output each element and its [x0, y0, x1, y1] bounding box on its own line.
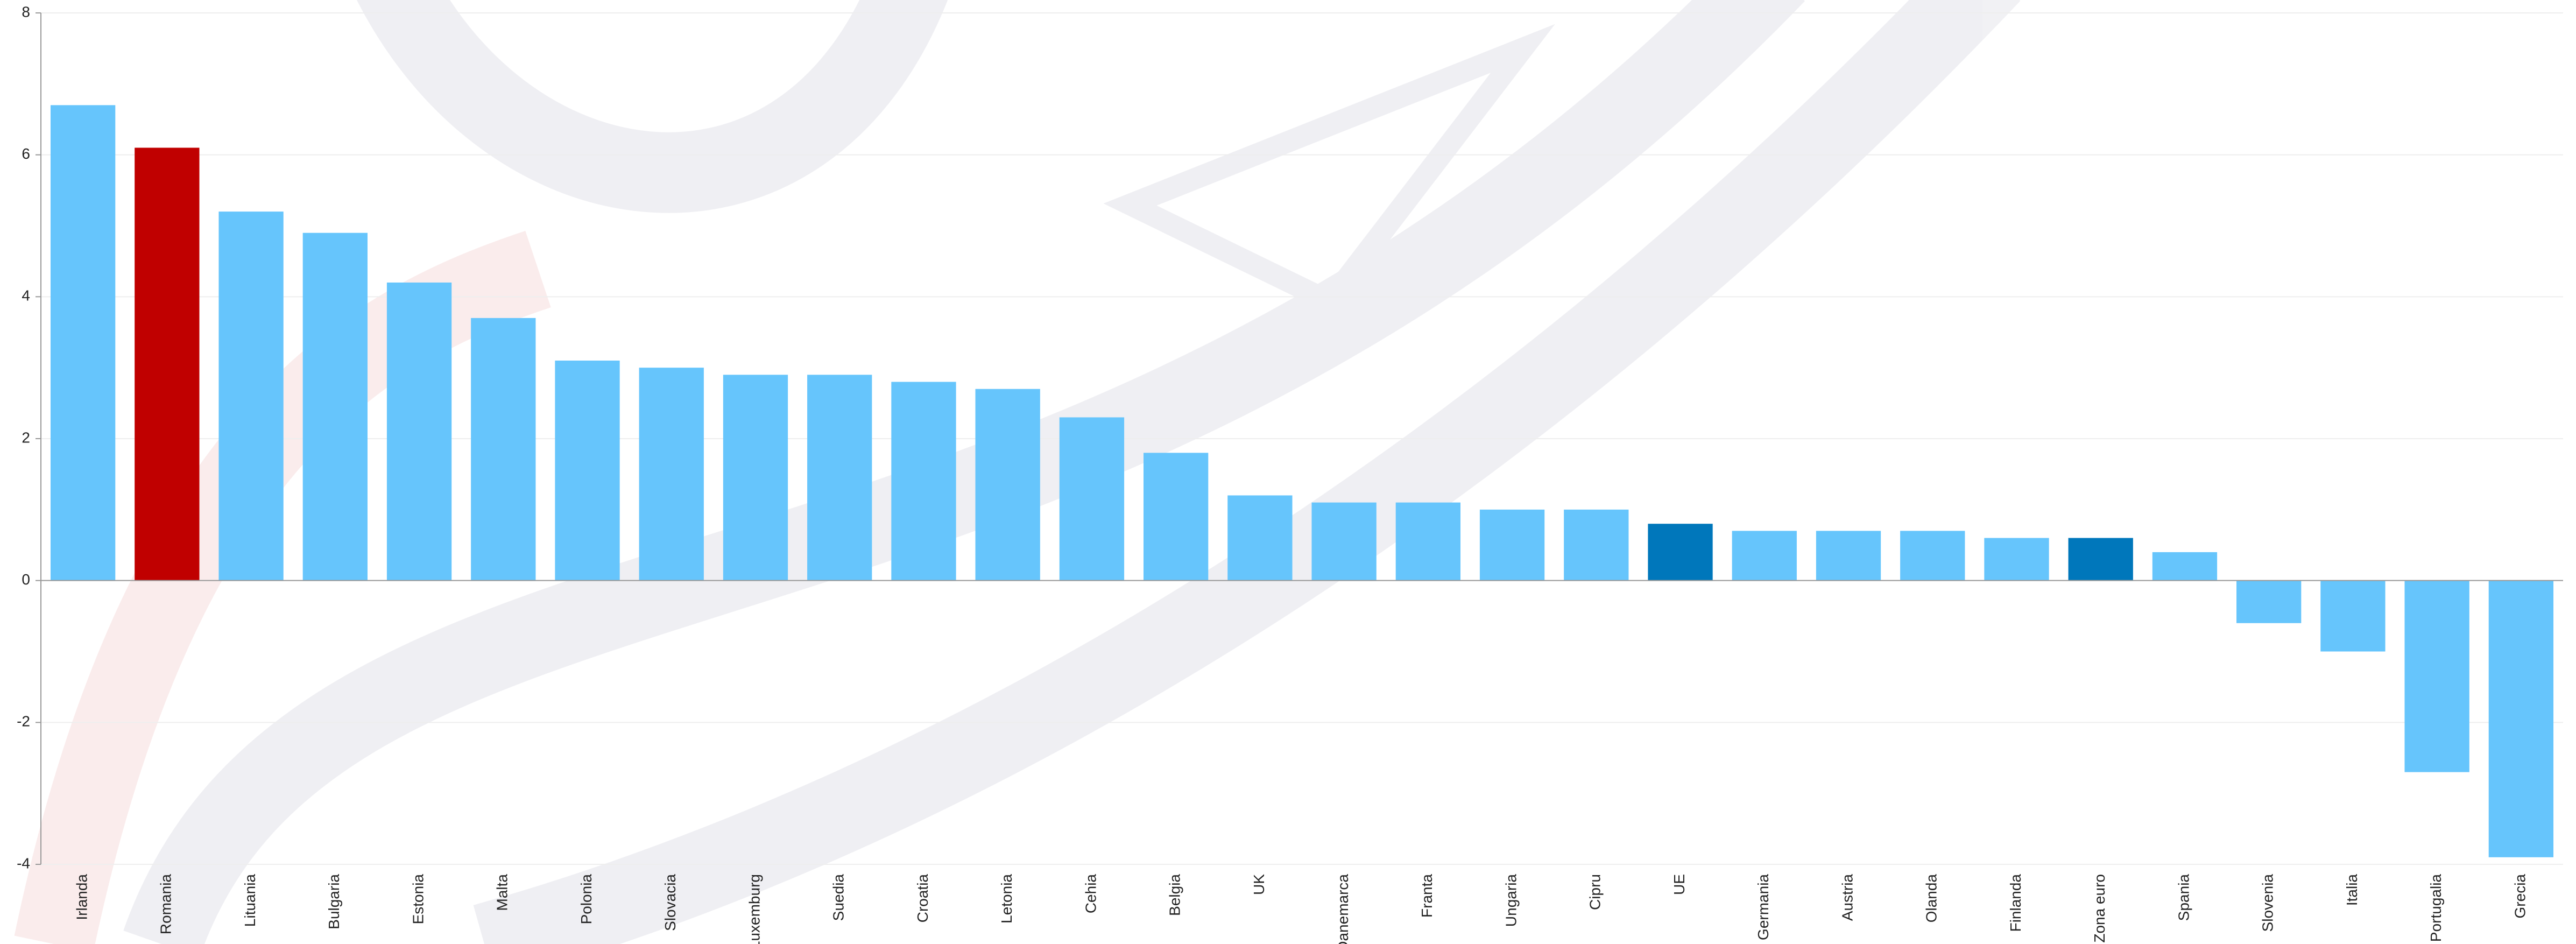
bar [723, 375, 788, 581]
bar [1144, 453, 1209, 581]
x-tick-label: Croatia [914, 874, 931, 923]
y-tick-label: 8 [22, 3, 30, 20]
x-tick-label: Romania [158, 874, 174, 934]
x-tick-label: Irlanda [74, 874, 90, 920]
bar [1395, 502, 1460, 581]
bar [1816, 531, 1881, 581]
x-tick-label: Finlanda [2007, 874, 2024, 932]
x-tick-label: Polonia [578, 874, 595, 925]
x-tick-label: Austria [1839, 874, 1855, 921]
bar [1900, 531, 1965, 581]
y-tick-label: 0 [22, 571, 30, 588]
x-tick-label: Lituania [242, 874, 258, 927]
bar [2320, 580, 2386, 652]
bar [2152, 552, 2218, 581]
x-tick-label: Grecia [2511, 874, 2528, 919]
bar [2236, 580, 2302, 623]
bar [975, 389, 1040, 581]
bar [1984, 538, 2049, 581]
bar [807, 375, 872, 581]
bar [302, 233, 368, 581]
x-tick-label: Portugalia [2427, 874, 2444, 942]
y-tick-label: -2 [17, 713, 30, 730]
bar [2488, 580, 2554, 857]
x-tick-label: UE [1671, 874, 1688, 895]
x-tick-label: Suedia [830, 874, 847, 921]
x-tick-label: Olanda [1923, 874, 1940, 923]
bar [50, 105, 116, 581]
x-tick-label: Franta [1418, 874, 1435, 918]
y-tick-label: 4 [22, 287, 30, 304]
bar [2068, 538, 2133, 581]
x-tick-label: UK [1251, 874, 1267, 895]
y-tick-label: -4 [17, 855, 30, 871]
bar [1564, 509, 1629, 581]
bar [386, 282, 452, 581]
bar [891, 382, 956, 581]
y-tick-label: 2 [22, 429, 30, 446]
x-tick-label: Spania [2175, 874, 2192, 921]
bar [1311, 502, 1377, 581]
x-tick-label: Belgia [1167, 874, 1183, 916]
x-tick-label: Slovacia [662, 874, 679, 931]
x-tick-label: Cehia [1082, 874, 1099, 914]
bar [218, 212, 284, 581]
x-tick-label: Germania [1755, 874, 1772, 940]
x-tick-label: Letonia [998, 874, 1015, 924]
bar [1059, 417, 1125, 581]
bar [639, 368, 704, 581]
bar [1732, 531, 1797, 581]
bar [135, 147, 200, 581]
y-tick-label: 6 [22, 145, 30, 162]
bar [555, 360, 620, 581]
bar [471, 318, 536, 581]
x-tick-label: Cipru [1587, 874, 1604, 910]
x-tick-label: Zona euro [2091, 874, 2108, 943]
x-tick-label: Bulgaria [326, 874, 342, 929]
x-tick-label: Malta [494, 874, 511, 911]
bar [2404, 580, 2469, 772]
x-tick-label: Ungaria [1502, 874, 1519, 927]
bar [1648, 524, 1713, 581]
bar [1227, 495, 1293, 581]
x-tick-label: Estonia [410, 874, 426, 925]
x-tick-label: Danemarca [1335, 874, 1351, 944]
bar [1479, 509, 1545, 581]
x-tick-label: Slovenia [2260, 874, 2276, 932]
x-tick-label: Luxemburg [746, 874, 763, 944]
x-tick-label: Italia [2344, 874, 2360, 906]
